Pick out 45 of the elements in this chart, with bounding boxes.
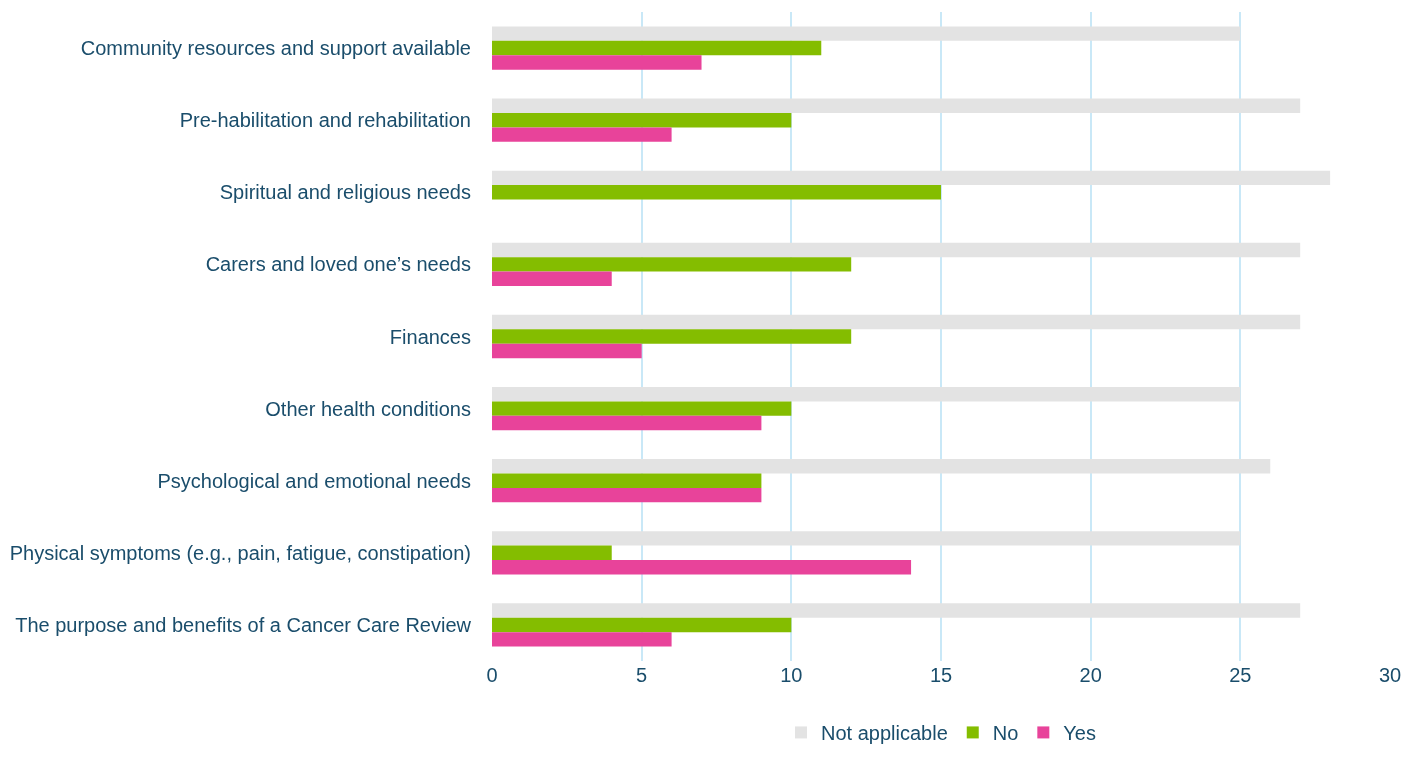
x-tick-label: 10 bbox=[780, 664, 803, 686]
bar bbox=[492, 127, 672, 142]
x-tick-label: 0 bbox=[486, 664, 498, 686]
bar bbox=[492, 170, 1331, 186]
x-tick-label: 20 bbox=[1079, 664, 1102, 686]
y-tick-label: Psychological and emotional needs bbox=[157, 469, 471, 492]
bar bbox=[492, 55, 702, 70]
bar bbox=[492, 112, 792, 128]
bar bbox=[492, 257, 852, 272]
legend-label: Yes bbox=[1063, 722, 1096, 745]
bar bbox=[492, 40, 822, 56]
y-tick-label: Carers and loved one’s needs bbox=[205, 253, 471, 276]
bar bbox=[492, 185, 941, 200]
bar bbox=[492, 401, 792, 416]
bar bbox=[492, 329, 852, 344]
x-tick-label: 15 bbox=[929, 664, 953, 686]
bar bbox=[492, 242, 1301, 258]
bar bbox=[492, 617, 792, 633]
y-tick-label: The purpose and benefits of a Cancer Care Review bbox=[15, 613, 472, 636]
bar bbox=[492, 459, 1271, 474]
y-tick-label: Physical symptoms (e.g., pain, fatigue, constipation) bbox=[9, 541, 471, 564]
legend-label: No bbox=[992, 722, 1019, 745]
y-tick-label: Community resources and support available bbox=[80, 37, 471, 60]
bar bbox=[492, 603, 1301, 618]
bar bbox=[492, 560, 912, 575]
x-tick-label: 5 bbox=[636, 664, 648, 686]
bar bbox=[492, 314, 1301, 330]
y-tick-label: Finances bbox=[389, 325, 471, 348]
bar bbox=[492, 531, 1241, 546]
legend-label: Not applicable bbox=[821, 722, 948, 745]
bar bbox=[492, 473, 762, 488]
bar bbox=[492, 415, 762, 431]
y-tick-label: Other health conditions bbox=[265, 397, 471, 420]
bar bbox=[492, 271, 612, 287]
y-tick-label: Pre-habilitation and rehabilitation bbox=[179, 109, 471, 132]
x-tick-label: 30 bbox=[1378, 664, 1402, 686]
bar bbox=[492, 545, 612, 561]
bar bbox=[492, 26, 1241, 41]
bar bbox=[492, 386, 1241, 402]
x-tick-label: 25 bbox=[1229, 664, 1252, 686]
bar bbox=[492, 98, 1301, 113]
bar bbox=[492, 632, 672, 647]
bar bbox=[492, 343, 642, 359]
bar bbox=[492, 487, 762, 503]
y-tick-label: Spiritual and religious needs bbox=[219, 181, 471, 204]
